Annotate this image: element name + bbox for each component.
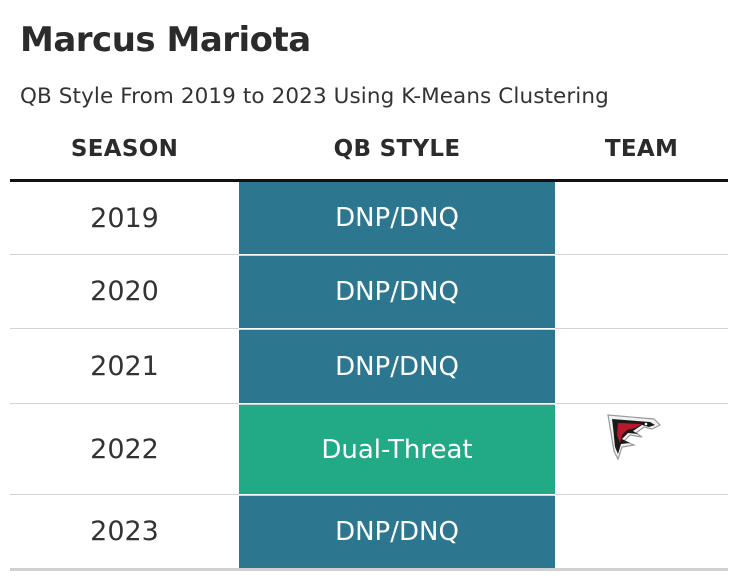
column-header-season: SEASON	[70, 136, 179, 162]
table-bottom-border	[10, 568, 728, 571]
team-cell	[555, 182, 728, 254]
season-cell: 2022	[90, 433, 159, 465]
row-divider	[555, 494, 728, 495]
table-row: 2019 DNP/DNQ	[10, 182, 728, 254]
row-divider	[10, 254, 239, 255]
qb-style-cell: Dual-Threat	[239, 404, 555, 494]
table-row: 2023 DNP/DNQ	[10, 495, 728, 568]
row-divider	[555, 254, 728, 255]
qb-style-cell: DNP/DNQ	[239, 182, 555, 254]
row-divider	[10, 494, 239, 495]
row-divider	[10, 403, 239, 404]
table-row: 2020 DNP/DNQ	[10, 255, 728, 328]
season-cell: 2019	[90, 202, 159, 234]
table-row: 2022 Dual-Threat	[10, 404, 728, 494]
season-cell: 2023	[90, 516, 159, 547]
column-header-qb-style: QB STYLE	[333, 136, 461, 162]
qb-style-cell: DNP/DNQ	[239, 495, 555, 568]
qb-style-cell: DNP/DNQ	[239, 329, 555, 403]
header-divider	[10, 179, 728, 182]
row-divider	[10, 328, 239, 329]
season-cell: 2020	[90, 276, 159, 307]
row-divider	[555, 403, 728, 404]
team-cell	[555, 495, 728, 568]
season-cell: 2021	[90, 350, 159, 382]
page-subtitle: QB Style From 2019 to 2023 Using K-Means…	[20, 84, 609, 109]
column-header-team: TEAM	[604, 136, 679, 162]
table-row: 2021 DNP/DNQ	[10, 329, 728, 403]
page-title: Marcus Mariota	[20, 20, 311, 60]
team-cell	[555, 255, 728, 328]
row-divider	[555, 328, 728, 329]
falcons-logo-icon	[606, 414, 661, 461]
team-cell	[555, 329, 728, 403]
qb-style-cell: DNP/DNQ	[239, 255, 555, 328]
team-cell	[555, 404, 728, 494]
